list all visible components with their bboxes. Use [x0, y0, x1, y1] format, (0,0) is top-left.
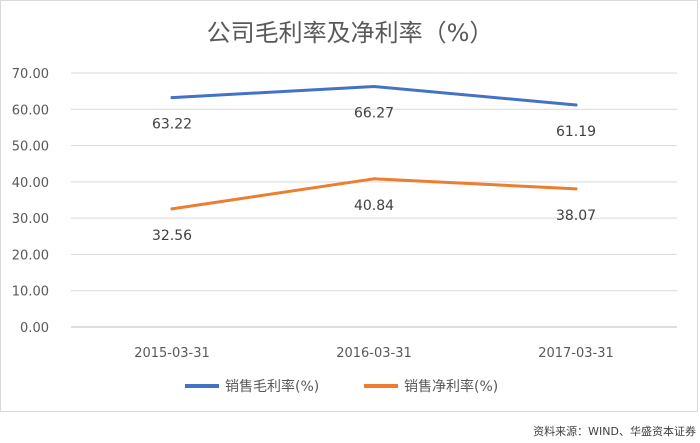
data-label: 38.07 [556, 208, 596, 224]
y-tick-label: 20.00 [12, 248, 49, 263]
legend: 销售毛利率(%) 销售净利率(%) [185, 378, 498, 395]
series-lines [170, 85, 578, 211]
data-point [170, 96, 174, 100]
y-tick-label: 40.00 [12, 176, 49, 191]
line-chart: 公司毛利率及净利率（%） 0.00 10.00 20.00 30.00 40.00 50.… [12, 19, 677, 395]
legend-label: 销售净利率(%) [404, 378, 498, 395]
data-point [574, 187, 578, 191]
gridlines [71, 72, 677, 328]
y-tick-label: 0.00 [20, 321, 49, 336]
data-label: 66.27 [354, 106, 394, 122]
y-tick-label: 10.00 [12, 285, 49, 300]
x-tick-label: 2017-03-31 [538, 346, 614, 361]
x-tick-label: 2015-03-31 [134, 346, 210, 361]
y-tick-label: 50.00 [12, 140, 49, 155]
y-tick-label: 70.00 [12, 67, 49, 82]
y-tick-label: 60.00 [12, 103, 49, 118]
y-axis-ticks: 0.00 10.00 20.00 30.00 40.00 50.00 60.00 70.00 [12, 67, 49, 336]
data-point [574, 103, 578, 107]
x-axis-ticks: 2015-03-31 2016-03-31 2017-03-31 [134, 346, 614, 361]
legend-label: 销售毛利率(%) [225, 378, 319, 395]
series-line [170, 85, 578, 107]
chart-title: 公司毛利率及净利率（%） [207, 19, 494, 47]
data-label: 32.56 [152, 228, 192, 244]
data-label: 61.19 [556, 124, 596, 140]
data-point [372, 85, 376, 89]
chart-frame: 公司毛利率及净利率（%） 0.00 10.00 20.00 30.00 40.00 50.… [0, 0, 698, 412]
data-point [170, 207, 174, 211]
data-labels: 63.22 66.27 61.19 32.56 40.84 38.07 [152, 106, 596, 244]
data-label: 63.22 [152, 117, 192, 133]
data-label: 40.84 [354, 198, 394, 214]
y-tick-label: 30.00 [12, 212, 49, 227]
data-point [372, 177, 376, 181]
x-tick-label: 2016-03-31 [336, 346, 412, 361]
source-note: 资料来源：WIND、华盛资本证券 [533, 425, 696, 438]
